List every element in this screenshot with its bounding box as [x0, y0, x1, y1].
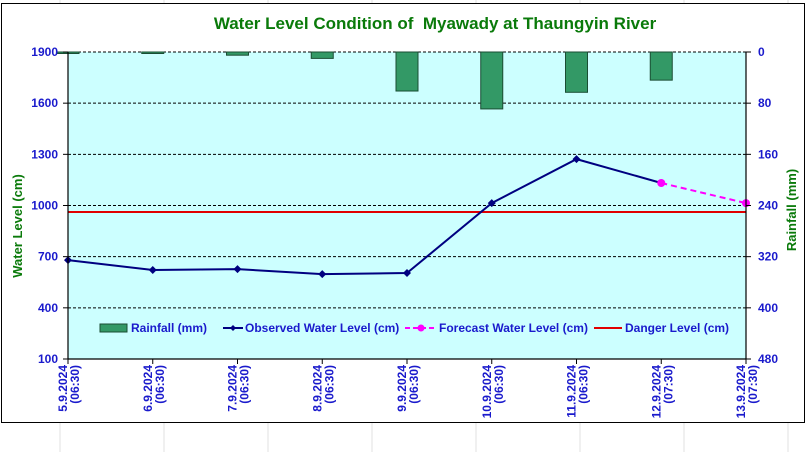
forecast-water-level-line [661, 182, 747, 205]
legend: Rainfall (mm) Observed Water Level (cm) … [99, 321, 729, 335]
x-tick-label: 6.9.2024(06:30) [141, 365, 167, 412]
x-tick-date: 12.9.2024 [649, 365, 663, 419]
rainfall-bar [310, 51, 334, 59]
legend-rainfall-swatch [99, 323, 128, 333]
observed-point [487, 199, 496, 208]
y2-tick-label: 320 [758, 250, 778, 264]
rainfall-bar [565, 51, 588, 93]
x-tick-label: 7.9.2024(06:30) [226, 365, 252, 412]
x-tick-date: 13.9.2024 [734, 365, 748, 419]
rainfall-bar [480, 51, 504, 110]
x-tick-label: 10.9.2024(06:30) [480, 365, 506, 419]
forecast-point [657, 178, 666, 187]
x-tick-time: (06:30) [68, 365, 82, 404]
observed-point [233, 265, 242, 274]
legend-forecast-label: Forecast Water Level (cm) [439, 321, 588, 335]
x-tick-time: (06:30) [238, 365, 252, 404]
rainfall-bar [395, 51, 419, 92]
y-tick-label: 1000 [31, 199, 58, 213]
x-tick-date: 7.9.2024 [226, 365, 240, 412]
x-tick-time: (06:30) [322, 365, 336, 404]
rainfall-bar [141, 51, 165, 54]
y2-axis-label: Rainfall (mm) [784, 169, 799, 251]
y2-tick-label: 240 [758, 199, 778, 213]
y2-tick-label: 400 [758, 301, 778, 315]
rainfall-bar [226, 51, 249, 56]
y-tick-label: 1900 [31, 45, 58, 59]
observed-point [318, 270, 327, 279]
y-tick-label: 700 [38, 250, 58, 264]
x-tick-time: (06:30) [577, 365, 591, 404]
x-tick-date: 9.9.2024 [395, 365, 409, 412]
x-tick-date: 5.9.2024 [56, 365, 70, 412]
x-tick-date: 11.9.2024 [565, 365, 579, 418]
x-tick-label: 12.9.2024(07:30) [649, 365, 675, 419]
x-tick-time: (06:30) [153, 365, 167, 404]
x-tick-time: (07:30) [746, 365, 760, 404]
x-tick-time: (07:30) [661, 365, 675, 404]
y-axis-label: Water Level (cm) [10, 174, 25, 278]
observed-point [148, 265, 157, 274]
y2-tick-label: 80 [758, 96, 772, 110]
y-tick-label: 400 [38, 301, 58, 315]
y-tick-label: 100 [38, 352, 58, 366]
legend-forecast-marker [417, 324, 425, 332]
y-tick-label: 1300 [31, 147, 58, 161]
rainfall-bar [649, 51, 673, 81]
legend-observed-label: Observed Water Level (cm) [245, 321, 399, 335]
observed-point [403, 269, 411, 278]
x-tick-date: 10.9.2024 [480, 365, 494, 419]
x-tick-date: 6.9.2024 [141, 365, 155, 412]
x-tick-date: 8.9.2024 [310, 365, 324, 412]
x-tick-label: 5.9.2024(06:30) [56, 365, 82, 412]
x-tick-label: 13.9.2024(07:30) [734, 365, 760, 419]
legend-rainfall-label: Rainfall (mm) [131, 321, 207, 335]
y2-tick-label: 160 [758, 147, 778, 161]
observed-water-level-line [67, 158, 662, 276]
chart-title: Water Level Condition of Myawady at Thau… [214, 14, 657, 33]
y2-tick-label: 480 [758, 352, 778, 366]
x-tick-label: 9.9.2024(06:30) [395, 365, 421, 412]
x-tick-time: (06:30) [492, 365, 506, 404]
legend-danger-label: Danger Level (cm) [625, 321, 729, 335]
x-tick-label: 8.9.2024(06:30) [310, 365, 336, 412]
observed-point [572, 155, 581, 164]
y2-tick-label: 0 [758, 45, 765, 59]
legend-observed-marker [230, 325, 236, 331]
x-tick-label: 11.9.2024(06:30) [565, 365, 591, 418]
x-tick-time: (06:30) [407, 365, 421, 404]
y-tick-label: 1600 [31, 96, 58, 110]
